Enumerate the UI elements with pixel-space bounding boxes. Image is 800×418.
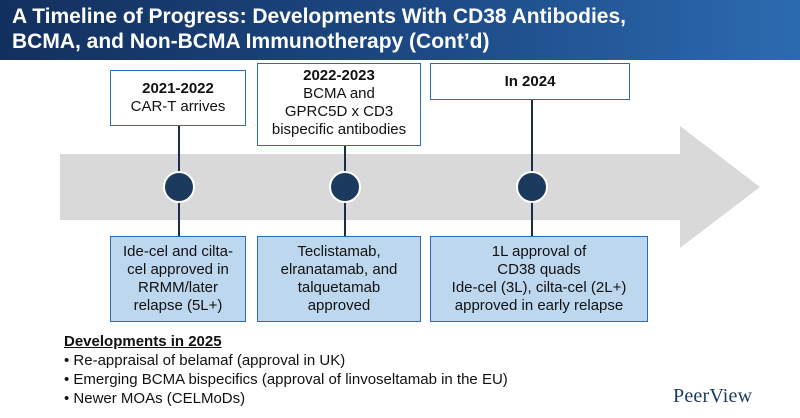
developments-item: Newer MOAs (CELMoDs) [64,389,508,408]
milestone-bottom-line: relapse (5L+) [133,297,223,314]
title-banner: A Timeline of Progress: Developments Wit… [0,0,800,60]
milestone-bottom-line: talquetamab [297,279,381,296]
milestone-top-box-2: 2022-2023 BCMA and GPRC5D x CD3 bispecif… [257,63,421,146]
milestone-top-line: BCMA and [303,85,375,102]
milestone-bottom-line: approved [307,297,371,314]
milestone-top-box-1: 2021-2022 CAR-T arrives [110,70,246,126]
developments-section: Developments in 2025 Re-appraisal of bel… [64,332,508,408]
milestone-period-2: 2022-2023 [303,67,375,84]
milestone-period-3: In 2024 [504,73,556,90]
milestone-bottom-line: Teclistamab, [297,243,381,260]
connector-line-3 [531,99,533,236]
slide-title-line-1: A Timeline of Progress: Developments Wit… [12,5,626,28]
milestone-top-line: GPRC5D x CD3 [284,103,394,120]
milestone-top-box-3: In 2024 [430,63,630,100]
milestone-dot-3 [516,171,548,203]
peerview-logo: PeerView [673,385,753,407]
milestone-bottom-line: 1L approval of [491,243,587,260]
milestone-bottom-line: cel approved in [127,261,229,278]
developments-item: Re-appraisal of belamaf (approval in UK) [64,351,508,370]
milestone-top-line: bispecific antibodies [271,121,407,138]
developments-item: Emerging BCMA bispecifics (approval of l… [64,370,507,389]
milestone-bottom-line: elranatamab, and [280,261,398,278]
milestone-top-text-1: CAR-T arrives [130,98,226,115]
milestone-period-1: 2021-2022 [142,80,214,97]
milestone-bottom-box-3: 1L approval of CD38 quads Ide-cel (3L), … [430,236,648,322]
milestone-bottom-line: approved in early relapse [454,297,624,314]
slide-title-line-2: BCMA, and Non-BCMA Immunotherapy (Cont’d… [12,30,490,53]
milestone-dot-1 [163,171,195,203]
milestone-bottom-box-2: Teclistamab, elranatamab, and talquetama… [257,236,421,322]
milestone-bottom-line: Ide-cel and cilta- [122,243,234,260]
milestone-bottom-line: RRMM/later [137,279,218,296]
milestone-bottom-line: CD38 quads [497,261,581,278]
slide-title: A Timeline of Progress: Developments Wit… [12,4,792,54]
milestone-bottom-box-1: Ide-cel and cilta- cel approved in RRMM/… [110,236,246,322]
milestone-dot-2 [329,171,361,203]
developments-heading: Developments in 2025 [64,333,222,350]
milestone-bottom-line: Ide-cel (3L), cilta-cel (2L+) [451,279,627,296]
